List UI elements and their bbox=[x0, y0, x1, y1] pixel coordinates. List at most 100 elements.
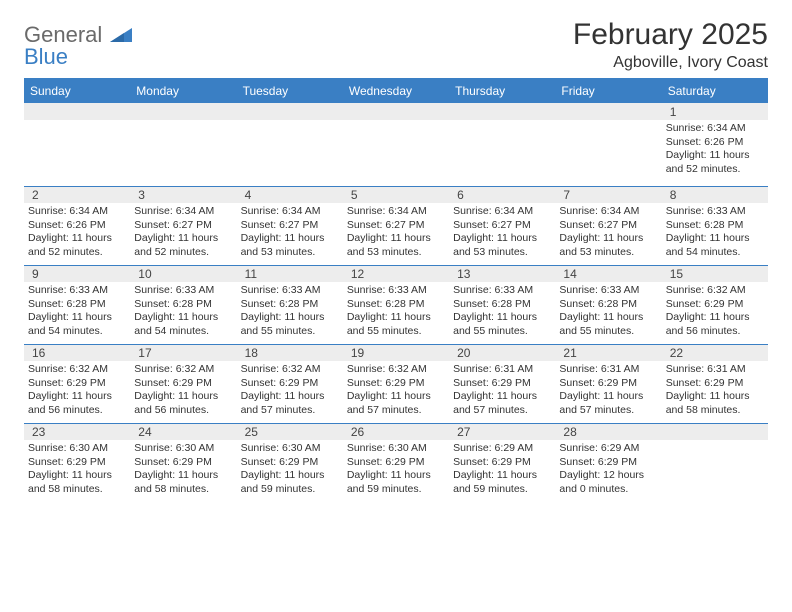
sunset-text: Sunset: 6:27 PM bbox=[453, 219, 551, 233]
sunrise-text: Sunrise: 6:34 AM bbox=[559, 205, 657, 219]
logo: General Blue bbox=[24, 18, 132, 68]
sunset-text: Sunset: 6:28 PM bbox=[666, 219, 764, 233]
weeks-container: 1Sunrise: 6:34 AMSunset: 6:26 PMDaylight… bbox=[24, 103, 768, 502]
daylight-text: Daylight: 12 hours and 0 minutes. bbox=[559, 469, 657, 496]
sunrise-text: Sunrise: 6:30 AM bbox=[28, 442, 126, 456]
sunrise-text: Sunrise: 6:33 AM bbox=[134, 284, 232, 298]
day-cell: Sunrise: 6:34 AMSunset: 6:27 PMDaylight:… bbox=[237, 203, 343, 265]
day-number: 18 bbox=[241, 346, 343, 360]
day-number-cell: 6 bbox=[449, 188, 555, 202]
day-number: 16 bbox=[28, 346, 130, 360]
day-cell: Sunrise: 6:34 AMSunset: 6:26 PMDaylight:… bbox=[662, 120, 768, 186]
daylight-text: Daylight: 11 hours and 56 minutes. bbox=[134, 390, 232, 417]
day-number: 9 bbox=[28, 267, 130, 281]
day-number: 3 bbox=[134, 188, 236, 202]
day-number-cell: 11 bbox=[237, 267, 343, 281]
daylight-text: Daylight: 11 hours and 53 minutes. bbox=[347, 232, 445, 259]
day-number-cell: 27 bbox=[449, 425, 555, 439]
sunrise-text: Sunrise: 6:34 AM bbox=[134, 205, 232, 219]
sunrise-text: Sunrise: 6:30 AM bbox=[241, 442, 339, 456]
week-number-strip: 16171819202122 bbox=[24, 344, 768, 361]
day-number: 21 bbox=[559, 346, 661, 360]
day-cell bbox=[343, 120, 449, 186]
sunset-text: Sunset: 6:29 PM bbox=[453, 377, 551, 391]
sunrise-text: Sunrise: 6:31 AM bbox=[559, 363, 657, 377]
sunrise-text: Sunrise: 6:33 AM bbox=[453, 284, 551, 298]
sunset-text: Sunset: 6:29 PM bbox=[134, 377, 232, 391]
sunset-text: Sunset: 6:29 PM bbox=[666, 298, 764, 312]
day-cell bbox=[449, 120, 555, 186]
sunset-text: Sunset: 6:28 PM bbox=[28, 298, 126, 312]
day-cell: Sunrise: 6:33 AMSunset: 6:28 PMDaylight:… bbox=[130, 282, 236, 344]
day-cell: Sunrise: 6:30 AMSunset: 6:29 PMDaylight:… bbox=[343, 440, 449, 502]
day-number-cell: 2 bbox=[24, 188, 130, 202]
sunrise-text: Sunrise: 6:33 AM bbox=[28, 284, 126, 298]
day-number: 20 bbox=[453, 346, 555, 360]
day-cell: Sunrise: 6:32 AMSunset: 6:29 PMDaylight:… bbox=[343, 361, 449, 423]
sunset-text: Sunset: 6:28 PM bbox=[453, 298, 551, 312]
week-detail-row: Sunrise: 6:33 AMSunset: 6:28 PMDaylight:… bbox=[24, 282, 768, 344]
day-number: 5 bbox=[347, 188, 449, 202]
daylight-text: Daylight: 11 hours and 59 minutes. bbox=[347, 469, 445, 496]
day-cell: Sunrise: 6:32 AMSunset: 6:29 PMDaylight:… bbox=[662, 282, 768, 344]
day-cell: Sunrise: 6:29 AMSunset: 6:29 PMDaylight:… bbox=[555, 440, 661, 502]
week-detail-row: Sunrise: 6:30 AMSunset: 6:29 PMDaylight:… bbox=[24, 440, 768, 502]
title-block: February 2025 Agboville, Ivory Coast bbox=[573, 18, 768, 72]
daylight-text: Daylight: 11 hours and 55 minutes. bbox=[347, 311, 445, 338]
logo-text: General Blue bbox=[24, 24, 132, 68]
sunrise-text: Sunrise: 6:32 AM bbox=[347, 363, 445, 377]
day-number: 6 bbox=[453, 188, 555, 202]
daylight-text: Daylight: 11 hours and 54 minutes. bbox=[666, 232, 764, 259]
daylight-text: Daylight: 11 hours and 55 minutes. bbox=[559, 311, 657, 338]
daylight-text: Daylight: 11 hours and 59 minutes. bbox=[453, 469, 551, 496]
day-number: 22 bbox=[666, 346, 768, 360]
dayhdr-thursday: Thursday bbox=[449, 80, 555, 103]
day-cell: Sunrise: 6:31 AMSunset: 6:29 PMDaylight:… bbox=[662, 361, 768, 423]
day-cell: Sunrise: 6:32 AMSunset: 6:29 PMDaylight:… bbox=[237, 361, 343, 423]
sunset-text: Sunset: 6:29 PM bbox=[666, 377, 764, 391]
daylight-text: Daylight: 11 hours and 53 minutes. bbox=[453, 232, 551, 259]
sunset-text: Sunset: 6:29 PM bbox=[241, 377, 339, 391]
day-number-cell: 16 bbox=[24, 346, 130, 360]
day-number-cell: 28 bbox=[555, 425, 661, 439]
day-number: 14 bbox=[559, 267, 661, 281]
day-number-cell: 10 bbox=[130, 267, 236, 281]
sunset-text: Sunset: 6:29 PM bbox=[28, 456, 126, 470]
daylight-text: Daylight: 11 hours and 57 minutes. bbox=[347, 390, 445, 417]
sunset-text: Sunset: 6:27 PM bbox=[559, 219, 657, 233]
day-number-cell: 17 bbox=[130, 346, 236, 360]
day-number: 27 bbox=[453, 425, 555, 439]
daylight-text: Daylight: 11 hours and 52 minutes. bbox=[134, 232, 232, 259]
day-cell: Sunrise: 6:34 AMSunset: 6:26 PMDaylight:… bbox=[24, 203, 130, 265]
dayhdr-saturday: Saturday bbox=[662, 80, 768, 103]
daylight-text: Daylight: 11 hours and 57 minutes. bbox=[559, 390, 657, 417]
day-header-row: Sunday Monday Tuesday Wednesday Thursday… bbox=[24, 80, 768, 103]
sunset-text: Sunset: 6:28 PM bbox=[241, 298, 339, 312]
day-cell: Sunrise: 6:34 AMSunset: 6:27 PMDaylight:… bbox=[343, 203, 449, 265]
day-number: 4 bbox=[241, 188, 343, 202]
dayhdr-monday: Monday bbox=[130, 80, 236, 103]
week-detail-row: Sunrise: 6:34 AMSunset: 6:26 PMDaylight:… bbox=[24, 203, 768, 265]
day-cell: Sunrise: 6:29 AMSunset: 6:29 PMDaylight:… bbox=[449, 440, 555, 502]
day-cell: Sunrise: 6:30 AMSunset: 6:29 PMDaylight:… bbox=[130, 440, 236, 502]
dayhdr-sunday: Sunday bbox=[24, 80, 130, 103]
day-cell bbox=[555, 120, 661, 186]
sunset-text: Sunset: 6:28 PM bbox=[134, 298, 232, 312]
sunrise-text: Sunrise: 6:32 AM bbox=[241, 363, 339, 377]
sunset-text: Sunset: 6:26 PM bbox=[28, 219, 126, 233]
sunrise-text: Sunrise: 6:33 AM bbox=[666, 205, 764, 219]
day-number: 28 bbox=[559, 425, 661, 439]
sunrise-text: Sunrise: 6:31 AM bbox=[666, 363, 764, 377]
daylight-text: Daylight: 11 hours and 54 minutes. bbox=[134, 311, 232, 338]
day-number-cell: 25 bbox=[237, 425, 343, 439]
daylight-text: Daylight: 11 hours and 55 minutes. bbox=[453, 311, 551, 338]
day-number-cell: 24 bbox=[130, 425, 236, 439]
day-cell: Sunrise: 6:33 AMSunset: 6:28 PMDaylight:… bbox=[237, 282, 343, 344]
day-number: 8 bbox=[666, 188, 768, 202]
sunset-text: Sunset: 6:29 PM bbox=[453, 456, 551, 470]
day-number: 13 bbox=[453, 267, 555, 281]
sunrise-text: Sunrise: 6:34 AM bbox=[28, 205, 126, 219]
sunrise-text: Sunrise: 6:29 AM bbox=[453, 442, 551, 456]
day-number-cell: 15 bbox=[662, 267, 768, 281]
dayhdr-tuesday: Tuesday bbox=[237, 80, 343, 103]
